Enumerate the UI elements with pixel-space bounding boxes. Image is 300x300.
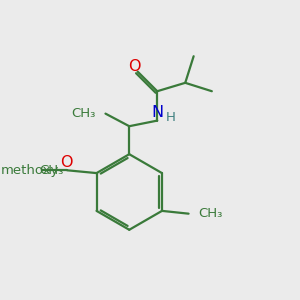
Text: H: H xyxy=(166,111,176,124)
Text: methoxy: methoxy xyxy=(1,164,59,177)
Text: CH₃: CH₃ xyxy=(71,107,96,120)
Text: N: N xyxy=(151,105,163,120)
Text: O: O xyxy=(129,58,141,74)
Text: CH₃: CH₃ xyxy=(39,164,64,177)
Text: O: O xyxy=(60,155,73,170)
Text: CH₃: CH₃ xyxy=(198,207,223,220)
